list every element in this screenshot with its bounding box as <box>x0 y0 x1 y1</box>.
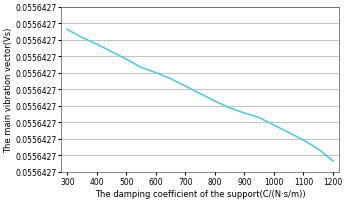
Main vibration vector of shaft vibration <box>95 44 99 46</box>
Main vibration vector of shaft vibration <box>213 100 217 103</box>
Y-axis label: The main vibration vector(Vs): The main vibration vector(Vs) <box>4 27 13 152</box>
Main vibration vector of shaft vibration <box>287 132 291 134</box>
Main vibration vector of shaft vibration <box>302 139 306 142</box>
Main vibration vector of shaft vibration <box>169 78 173 80</box>
Main vibration vector of shaft vibration <box>198 93 202 95</box>
Main vibration vector of shaft vibration <box>124 59 128 61</box>
Main vibration vector of shaft vibration <box>65 29 69 32</box>
Main vibration vector of shaft vibration <box>228 107 232 109</box>
Main vibration vector of shaft vibration <box>257 117 261 119</box>
X-axis label: The damping coefficient of the support(C/(N·s/m)): The damping coefficient of the support(C… <box>95 189 305 198</box>
Main vibration vector of shaft vibration <box>154 72 158 75</box>
Main vibration vector of shaft vibration <box>242 112 246 115</box>
Main vibration vector of shaft vibration <box>139 67 143 69</box>
Main vibration vector of shaft vibration <box>331 160 335 162</box>
Main vibration vector of shaft vibration <box>183 85 187 88</box>
Main vibration vector of shaft vibration <box>316 148 320 150</box>
Main vibration vector of shaft vibration <box>80 37 84 39</box>
Main vibration vector of shaft vibration <box>272 124 276 127</box>
Main vibration vector of shaft vibration <box>109 51 113 54</box>
Line: Main vibration vector of shaft vibration: Main vibration vector of shaft vibration <box>67 30 333 161</box>
